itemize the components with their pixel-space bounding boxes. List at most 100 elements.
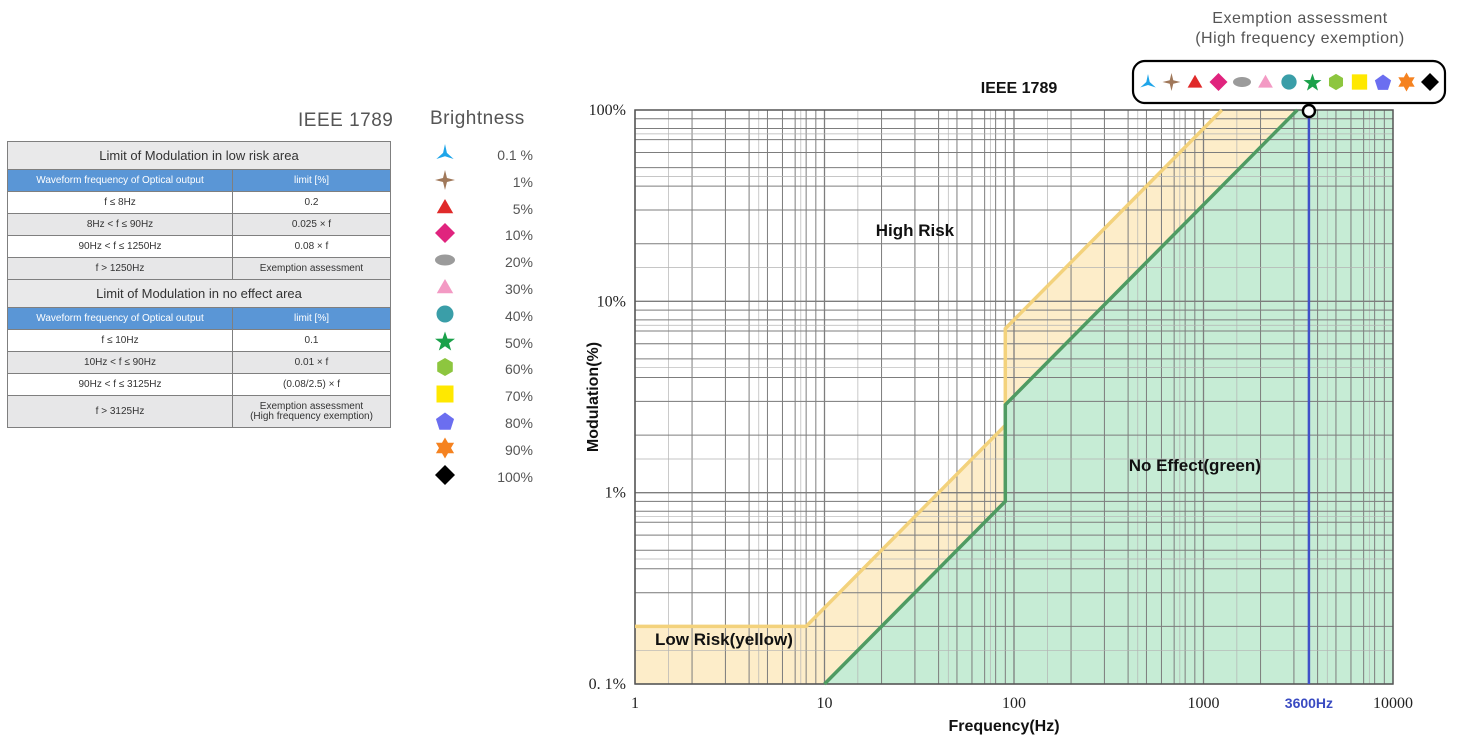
row-limit: Exemption assessment (High frequency exe… xyxy=(232,395,391,428)
legend-item-label: 5% xyxy=(512,200,533,217)
four-point-star-icon xyxy=(1162,73,1181,91)
legend-item-label: 10% xyxy=(504,227,533,244)
hexagram-icon xyxy=(435,437,455,459)
row-limit: 0.025 × f xyxy=(232,213,391,236)
no-effect-boundary-line xyxy=(823,108,1299,686)
exemption-label-line2: (High frequency exemption) xyxy=(1195,30,1405,47)
triangle-icon xyxy=(436,198,454,213)
circle-icon xyxy=(436,305,454,323)
legend-item-label: 50% xyxy=(504,334,533,351)
legend-item: 30% xyxy=(430,276,535,300)
square-icon xyxy=(436,385,454,403)
y-tick-label: 1% xyxy=(605,485,626,502)
legend-item: 20% xyxy=(430,249,535,273)
row-limit: 0.01 × f xyxy=(232,351,391,374)
diamond-icon xyxy=(435,464,455,485)
column-header-frequency: Waveform frequency of Optical output xyxy=(7,307,233,330)
table-row: 90Hz < f ≤ 1250Hz 0.08 × f xyxy=(7,235,391,258)
legend-item: 80% xyxy=(430,410,535,434)
legend-item: 1% xyxy=(430,169,535,193)
ellipse-icon xyxy=(435,254,455,266)
hexagon-icon xyxy=(437,358,453,377)
triangle-icon xyxy=(436,279,454,294)
legend-item: 5% xyxy=(430,196,535,220)
x-tick-label: 10000 xyxy=(1373,695,1413,712)
column-header-limit: limit [%] xyxy=(232,307,391,330)
star-icon xyxy=(435,331,455,351)
ellipse-icon xyxy=(1233,77,1251,87)
legend-item-label: 80% xyxy=(504,415,533,431)
legend-item-label: 20% xyxy=(504,254,533,271)
triangle-icon xyxy=(1187,74,1203,88)
legend-item-label: 60% xyxy=(504,361,533,378)
legend-item-label: 30% xyxy=(504,281,533,297)
pentagon-icon xyxy=(435,412,455,430)
tri-star-icon xyxy=(436,144,454,159)
x-tick-label: 1 xyxy=(631,695,639,712)
x-tick-label: 10 xyxy=(817,695,833,712)
pentagon-icon xyxy=(435,412,455,430)
y-axis-title: Modulation(%) xyxy=(585,342,602,452)
y-tick-label: 10% xyxy=(597,293,626,310)
table-heading: IEEE 1789 xyxy=(298,110,394,131)
legend-item: 10% xyxy=(430,222,535,246)
legend-item: 90% xyxy=(430,437,535,461)
row-limit-line1: Exemption assessment xyxy=(259,400,364,412)
legend-item: 70% xyxy=(430,383,535,407)
circle-icon xyxy=(1281,74,1297,90)
table-row: 10Hz < f ≤ 90Hz 0.01 × f xyxy=(7,351,391,374)
table-column-headers: Waveform frequency of Optical output lim… xyxy=(7,307,391,330)
hexagram-icon xyxy=(435,437,455,459)
x-tick-label: 100 xyxy=(1002,695,1026,712)
legend-item: 100% xyxy=(430,464,535,488)
row-limit-line2: (High frequency exemption) xyxy=(250,410,373,422)
diamond-icon xyxy=(435,223,455,244)
x-axis-title: Frequency(Hz) xyxy=(948,718,1059,735)
legend-item-label: 1% xyxy=(512,173,533,190)
star-icon xyxy=(435,331,455,351)
legend-title: Brightness xyxy=(430,108,525,129)
marker-label-3600hz: 3600Hz xyxy=(1285,695,1333,711)
table-row: 90Hz < f ≤ 3125Hz (0.08/2.5) × f xyxy=(7,373,391,396)
tri-star-icon xyxy=(1140,74,1156,88)
modulation-limits-table: Limit of Modulation in low risk area Wav… xyxy=(7,141,391,428)
plot-frame xyxy=(634,109,1394,685)
legend-item-label: 0.1 % xyxy=(497,147,533,163)
four-point-star-icon xyxy=(435,169,455,190)
circle-icon xyxy=(436,305,454,323)
legend-item-label: 90% xyxy=(504,441,533,458)
no-effect-section-header: Limit of Modulation in no effect area xyxy=(7,279,391,308)
legend-item-label: 100% xyxy=(497,468,533,485)
legend-item: 50% xyxy=(430,330,535,354)
square-icon xyxy=(1351,74,1368,90)
row-frequency: f > 3125Hz xyxy=(7,395,233,428)
legend-item-label: 40% xyxy=(504,307,533,324)
table-row: f > 3125Hz Exemption assessment (High fr… xyxy=(7,395,391,428)
y-tick-label: 0. 1% xyxy=(589,676,626,693)
four-point-star-icon xyxy=(435,169,455,190)
table-row: f ≤ 10Hz 0.1 xyxy=(7,329,391,352)
legend-item-label: 70% xyxy=(504,388,533,405)
row-frequency: f > 1250Hz xyxy=(7,257,233,280)
triangle-icon xyxy=(1258,74,1273,88)
ellipse-icon xyxy=(435,254,455,266)
x-tick-label: 1000 xyxy=(1188,695,1220,712)
region-label: High Risk xyxy=(876,221,955,240)
legend-item: 0.1 % xyxy=(430,142,535,166)
tri-star-icon xyxy=(436,144,454,159)
triangle-icon xyxy=(436,279,454,294)
callout-marker-circle xyxy=(1301,103,1317,119)
no-effect-title: Limit of Modulation in no effect area xyxy=(7,279,391,308)
region-label: No Effect(green) xyxy=(1129,456,1261,475)
diamond-icon xyxy=(1209,73,1228,91)
table-column-headers: Waveform frequency of Optical output lim… xyxy=(7,169,391,192)
exemption-callout-label: Exemption assessment (High frequency exe… xyxy=(1150,9,1450,49)
column-header-frequency: Waveform frequency of Optical output xyxy=(7,169,233,192)
brightness-legend: Brightness 0.1 % 1% 5% 10% 20% 30% 40% 50% 60% 70… xyxy=(430,108,545,485)
legend-item: 40% xyxy=(430,303,535,327)
chart-title: IEEE 1789 xyxy=(981,80,1058,97)
hexagram-icon xyxy=(1398,72,1415,92)
hexagon-icon xyxy=(1328,73,1344,91)
square-icon xyxy=(436,385,454,403)
